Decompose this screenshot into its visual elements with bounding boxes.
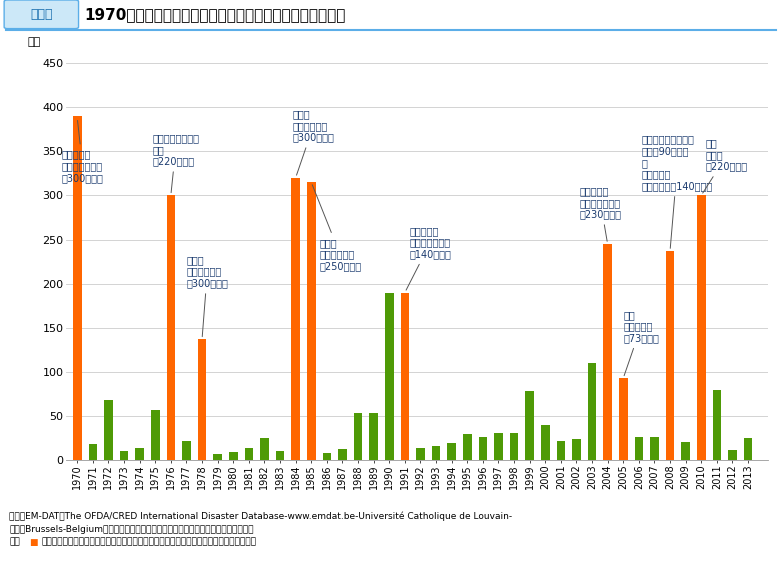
Text: 干ばつ
アフリカ東部
（300千人）: 干ばつ アフリカ東部 （300千人） xyxy=(292,109,335,175)
Bar xyxy=(604,244,612,460)
Text: サイクロン
バングラデシュ
（140千人）: サイクロン バングラデシュ （140千人） xyxy=(406,226,452,290)
Bar xyxy=(697,196,706,460)
Bar xyxy=(89,444,98,460)
Bar xyxy=(713,390,722,460)
Bar xyxy=(495,433,503,460)
Bar xyxy=(619,378,628,460)
Text: サイクロン
バングラデシュ
（300千人）: サイクロン バングラデシュ （300千人） xyxy=(62,121,104,182)
Bar xyxy=(292,178,300,460)
Bar xyxy=(666,251,675,460)
Text: 注：: 注： xyxy=(9,538,20,547)
Bar xyxy=(510,433,519,460)
Text: 干ばつ
アフリカ東部
（300千人）: 干ばつ アフリカ東部 （300千人） xyxy=(186,255,229,337)
Bar xyxy=(573,439,581,460)
Bar xyxy=(307,182,316,460)
Text: 地震・津波
インド洋大津波
（230千人）: 地震・津波 インド洋大津波 （230千人） xyxy=(580,186,622,241)
Bar xyxy=(323,454,331,460)
Text: 1970年以降の世界における自然災害による人的被害の推移: 1970年以降の世界における自然災害による人的被害の推移 xyxy=(84,7,346,22)
Bar xyxy=(307,182,316,460)
Bar xyxy=(666,251,675,460)
Bar xyxy=(432,446,441,460)
Bar xyxy=(229,452,238,460)
Text: 出典：EM-DAT（The OFDA/CRED International Disaster Database-www.emdat.be-Université : 出典：EM-DAT（The OFDA/CRED International Di… xyxy=(9,512,512,522)
Text: 干ばつ
アフリカ東部
（250千人）: 干ばつ アフリカ東部 （250千人） xyxy=(312,185,361,271)
Bar xyxy=(385,293,394,460)
Bar xyxy=(73,116,82,460)
Bar xyxy=(339,449,347,460)
Text: 千人: 千人 xyxy=(28,37,41,47)
Bar xyxy=(697,196,706,460)
Text: は当該年に発生した災害のうち著しく規模の大きい災害による死者及び行方不明者を示す: は当該年に発生した災害のうち著しく規模の大きい災害による死者及び行方不明者を示す xyxy=(41,538,257,547)
Bar xyxy=(635,436,644,460)
Bar xyxy=(276,451,285,460)
Bar xyxy=(401,293,410,460)
FancyBboxPatch shape xyxy=(4,0,79,29)
Bar xyxy=(245,448,254,460)
Bar xyxy=(417,448,425,460)
Bar xyxy=(183,441,191,460)
Bar xyxy=(120,451,129,460)
Text: 地震
ハイチ
（220千人）: 地震 ハイチ （220千人） xyxy=(703,138,748,193)
Bar xyxy=(604,244,612,460)
Bar xyxy=(448,443,456,460)
Bar xyxy=(198,339,207,460)
Bar xyxy=(651,436,659,460)
Text: 地震（唐山地震）
中国
（220千人）: 地震（唐山地震） 中国 （220千人） xyxy=(152,133,199,193)
Bar xyxy=(588,363,597,460)
Bar xyxy=(682,442,690,460)
Bar xyxy=(463,434,472,460)
Bar xyxy=(151,410,160,460)
Bar xyxy=(541,425,550,460)
Text: Brussels-Belgium）をもとにアジア防災センター作成。死者及び行方不明者の数: Brussels-Belgium）をもとにアジア防災センター作成。死者及び行方不… xyxy=(9,525,254,534)
Bar xyxy=(73,116,82,460)
Bar xyxy=(479,438,488,460)
Bar xyxy=(261,438,269,460)
Bar xyxy=(292,178,300,460)
Bar xyxy=(744,438,753,460)
Bar xyxy=(354,413,363,460)
Bar xyxy=(526,391,534,460)
Bar xyxy=(557,441,566,460)
Bar xyxy=(214,454,222,460)
Bar xyxy=(370,413,378,460)
Bar xyxy=(198,339,207,460)
Text: 図表１: 図表１ xyxy=(30,8,52,21)
Bar xyxy=(136,448,144,460)
Text: ■: ■ xyxy=(29,538,37,547)
Bar xyxy=(619,378,628,460)
Bar xyxy=(401,444,410,460)
Bar xyxy=(729,450,737,460)
Text: 地震（四川大地震）
中国（90千人）
＋
サイクロン
ミャンマー（140千人）: 地震（四川大地震） 中国（90千人） ＋ サイクロン ミャンマー（140千人） xyxy=(642,134,713,248)
Text: 地震
パキスタン
（73千人）: 地震 パキスタン （73千人） xyxy=(623,310,659,376)
Bar xyxy=(167,196,176,460)
Bar xyxy=(167,196,176,460)
Bar xyxy=(105,400,113,460)
